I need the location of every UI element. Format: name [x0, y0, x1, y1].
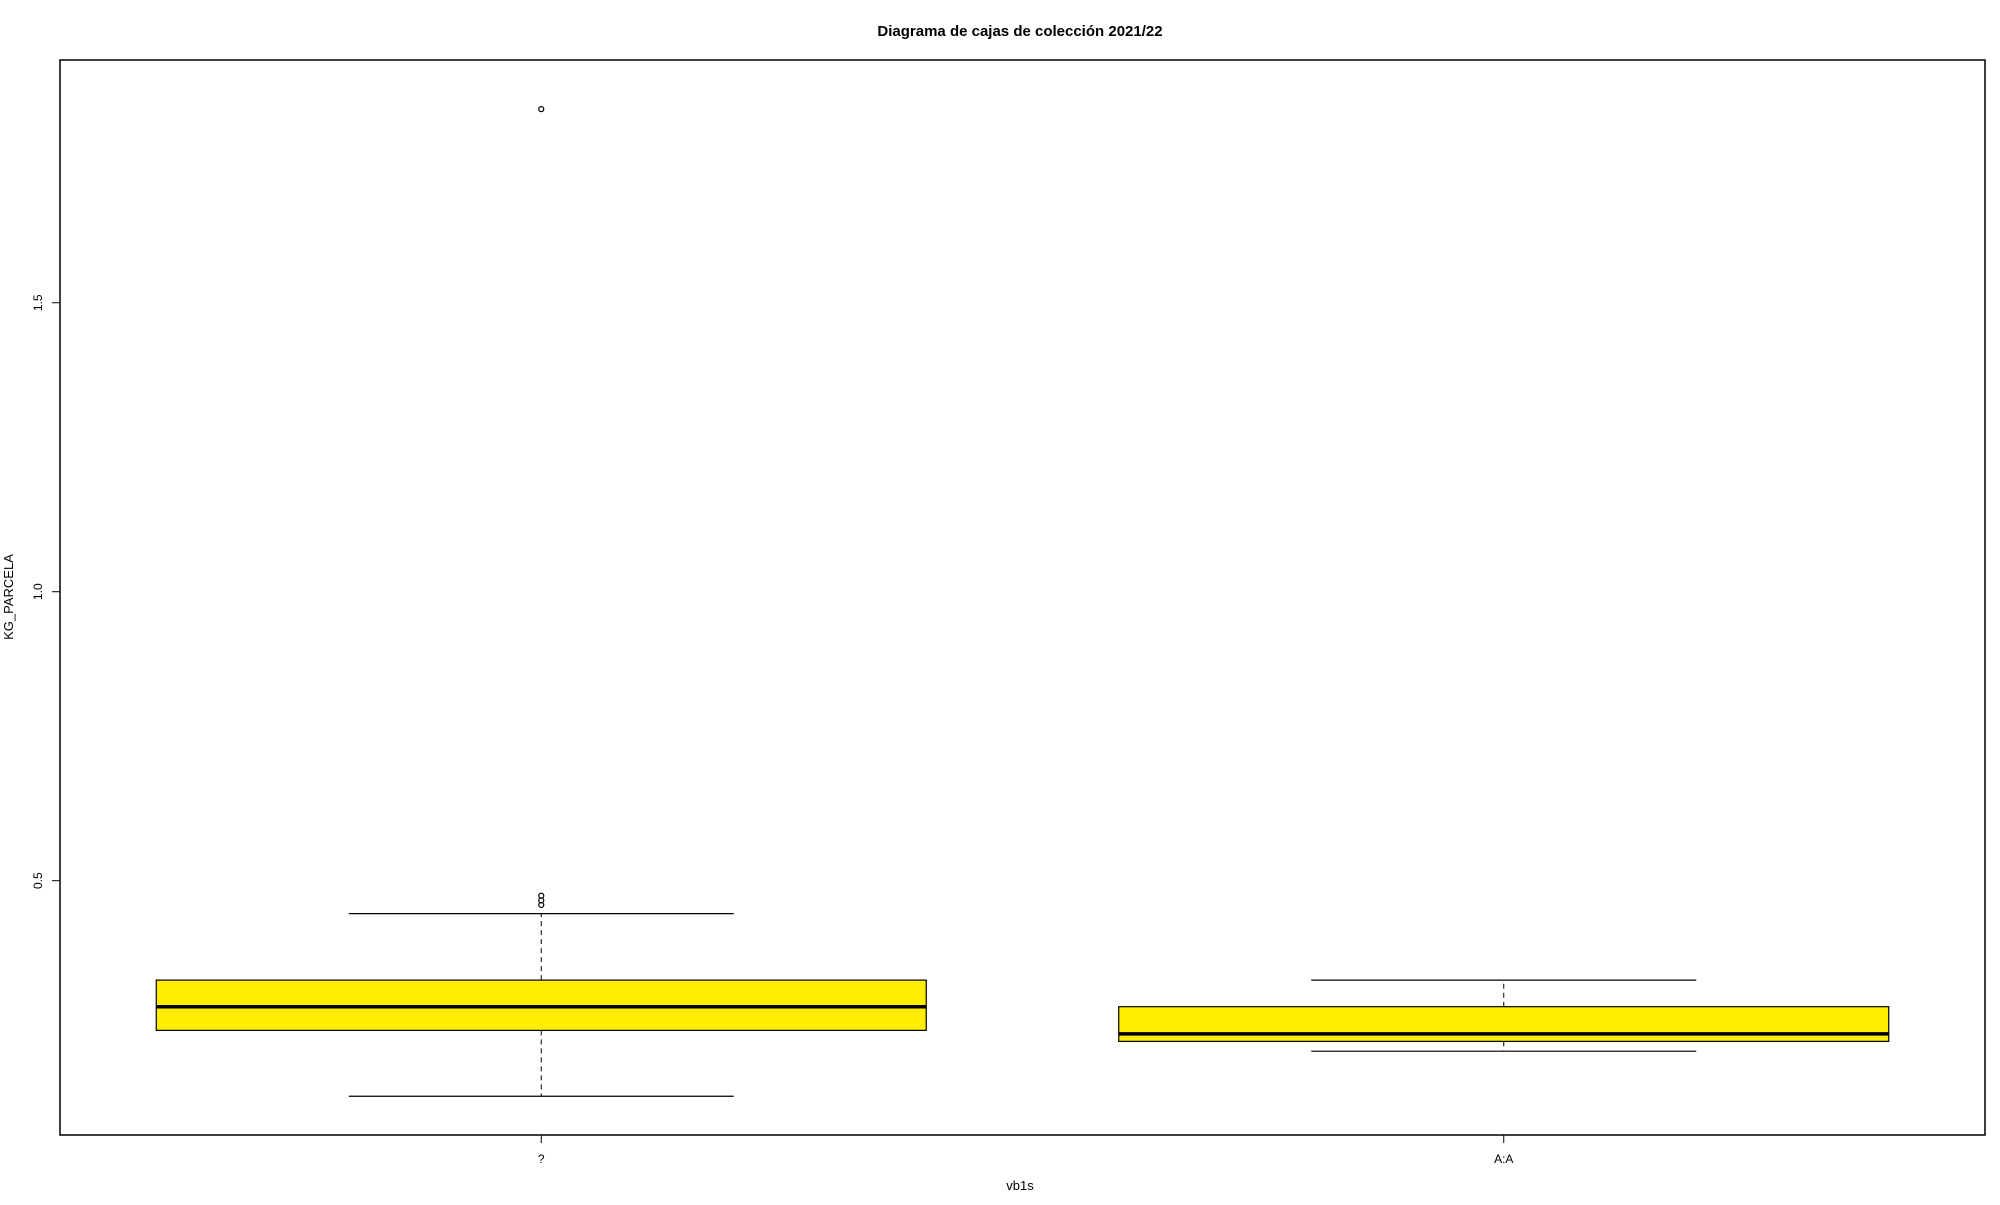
- y-tick-label: 1.0: [31, 583, 45, 600]
- x-tick-label: A:A: [1494, 1152, 1513, 1166]
- chart-title: Diagrama de cajas de colección 2021/22: [877, 23, 1162, 40]
- x-tick-label: ?: [538, 1152, 545, 1166]
- x-axis-label: vb1s: [1006, 1178, 1034, 1193]
- y-tick-label: 1.5: [31, 294, 45, 311]
- plot-frame: [59, 59, 1986, 1136]
- outlier-point: [538, 106, 545, 113]
- plot-area: 0.5 1.0 1.5? A:A: [31, 59, 1986, 1166]
- outlier-point: [538, 892, 545, 899]
- y-axis-label: KG_PARCELA: [1, 554, 16, 640]
- box-iqr: [1118, 1006, 1890, 1042]
- y-tick-label: 0.5: [31, 872, 45, 889]
